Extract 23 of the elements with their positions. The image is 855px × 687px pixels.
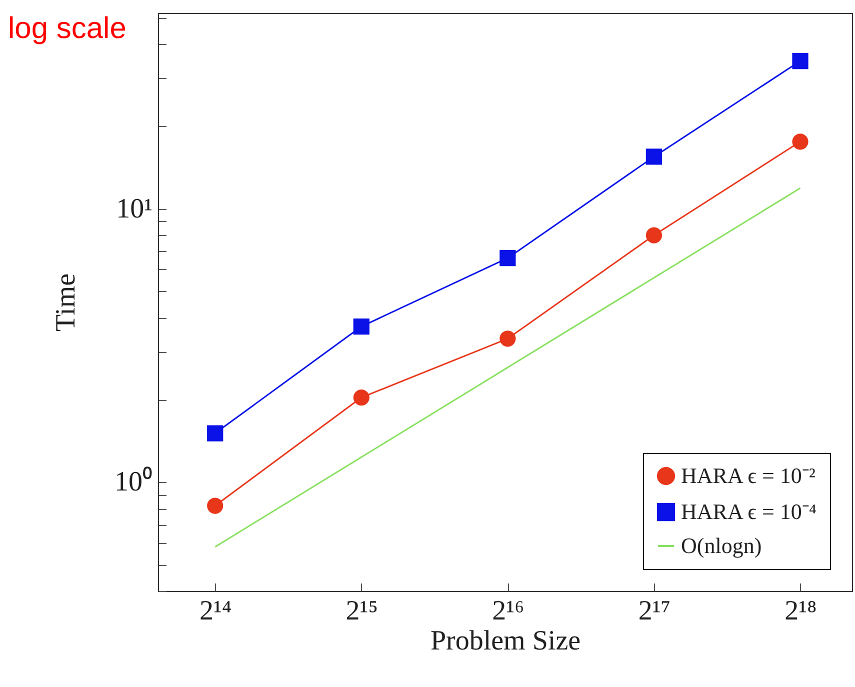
legend-label: HARA ϵ = 10⁻⁴ — [681, 499, 817, 524]
point — [207, 425, 224, 442]
y-axis-title: Time — [50, 273, 82, 332]
y-tick-label: 10⁰ — [114, 466, 152, 498]
legend-label: HARA ϵ = 10⁻² — [681, 463, 816, 488]
point — [792, 134, 808, 150]
point — [207, 498, 224, 514]
x-tick-label: 2¹⁵ — [346, 596, 378, 626]
point — [792, 52, 808, 70]
y-tick-label: 10¹ — [116, 193, 152, 224]
point — [353, 318, 370, 335]
x-tick-label: 2¹⁸ — [784, 596, 817, 626]
x-axis-title: Problem Size — [430, 626, 581, 656]
legend-label: O(nlogn) — [681, 533, 762, 558]
text: log scale — [8, 12, 126, 46]
point — [353, 389, 370, 406]
point — [646, 227, 662, 244]
x-tick-label: 2¹⁶ — [492, 596, 524, 626]
x-tick-label: 2¹⁴ — [200, 596, 232, 626]
point — [646, 148, 662, 165]
point — [500, 250, 516, 266]
x-tick-label: 2¹⁷ — [638, 596, 671, 626]
point — [500, 330, 516, 347]
